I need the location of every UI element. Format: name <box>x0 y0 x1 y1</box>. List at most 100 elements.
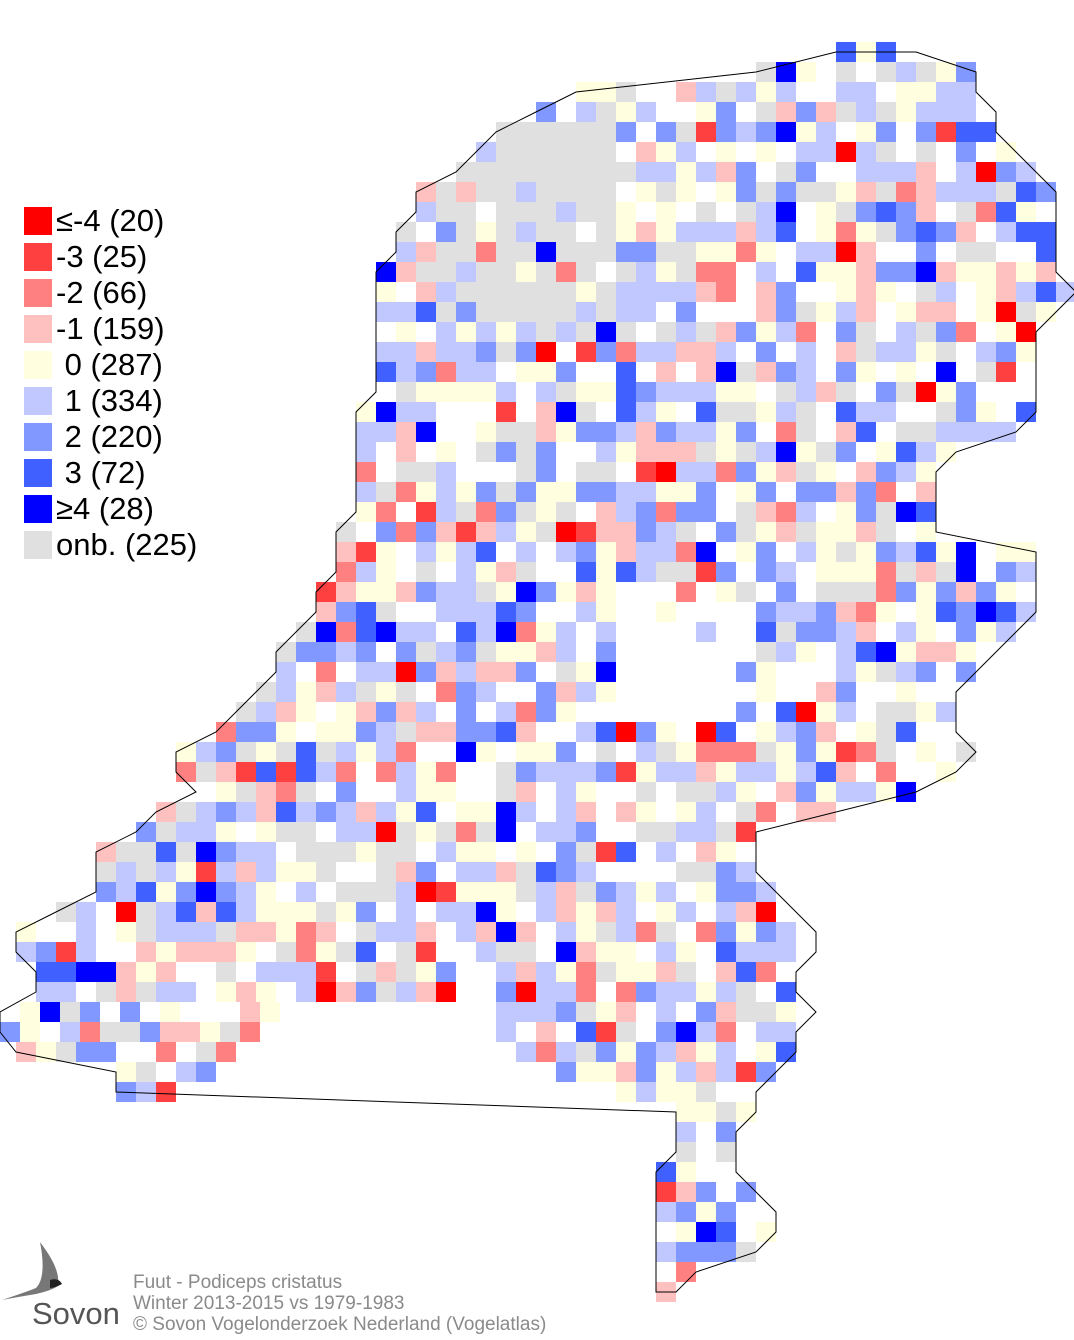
grid-cell <box>336 762 356 782</box>
grid-cell <box>456 582 476 602</box>
grid-cell <box>696 202 716 222</box>
grid-cell <box>516 482 536 502</box>
grid-cell <box>716 902 736 922</box>
grid-cell <box>516 1042 536 1062</box>
grid-cell <box>536 502 556 522</box>
grid-cell <box>576 342 596 362</box>
grid-cell <box>496 502 516 522</box>
grid-cell <box>876 542 896 562</box>
grid-cell <box>376 742 396 762</box>
grid-cell <box>496 542 516 562</box>
grid-cell <box>276 962 296 982</box>
grid-cell <box>996 282 1016 302</box>
grid-cell <box>776 782 796 802</box>
grid-cell <box>1036 182 1056 202</box>
grid-cell <box>916 522 936 542</box>
grid-cell <box>456 642 476 662</box>
grid-cell <box>716 1042 736 1062</box>
grid-cell <box>836 682 856 702</box>
grid-cell <box>556 182 576 202</box>
grid-cell <box>916 482 936 502</box>
grid-cell <box>676 142 696 162</box>
grid-cell <box>356 622 376 642</box>
grid-cell <box>816 722 836 742</box>
grid-cell <box>656 482 676 502</box>
grid-cell <box>776 142 796 162</box>
grid-cell <box>936 282 956 302</box>
grid-cell <box>396 402 416 422</box>
grid-cell <box>656 182 676 202</box>
grid-cell <box>676 602 696 622</box>
grid-cell <box>1016 202 1036 222</box>
grid-cell <box>896 262 916 282</box>
grid-cell <box>196 962 216 982</box>
grid-cell <box>956 242 976 262</box>
grid-cell <box>496 242 516 262</box>
grid-cell <box>736 1202 756 1222</box>
grid-cell <box>676 762 696 782</box>
grid-cell <box>456 222 476 242</box>
grid-cell <box>636 1062 656 1082</box>
grid-cell <box>416 902 436 922</box>
species-name: Fuut - Podiceps cristatus <box>133 1272 343 1293</box>
grid-cell <box>916 102 936 122</box>
grid-cell <box>676 122 696 142</box>
grid-cell <box>456 262 476 282</box>
grid-cell <box>496 662 516 682</box>
grid-cell <box>376 602 396 622</box>
grid-cell <box>556 622 576 642</box>
grid-cell <box>376 862 396 882</box>
grid-cell <box>596 742 616 762</box>
grid-cell <box>656 742 676 762</box>
grid-cell <box>456 542 476 562</box>
grid-cell <box>1016 182 1036 202</box>
grid-cell <box>396 622 416 642</box>
grid-cell <box>756 582 776 602</box>
grid-cell <box>776 962 796 982</box>
grid-cell <box>156 902 176 922</box>
grid-cell <box>576 642 596 662</box>
grid-cell <box>536 902 556 922</box>
grid-cell <box>476 582 496 602</box>
grid-cell <box>896 62 916 82</box>
grid-cell <box>596 262 616 282</box>
grid-cell <box>796 382 816 402</box>
grid-cell <box>476 742 496 762</box>
grid-cell <box>696 282 716 302</box>
grid-cell <box>976 222 996 242</box>
grid-cell <box>476 322 496 342</box>
grid-cell <box>236 922 256 942</box>
grid-cell <box>736 242 756 262</box>
grid-cell <box>536 702 556 722</box>
grid-cell <box>936 202 956 222</box>
grid-cell <box>496 422 516 442</box>
grid-cell <box>816 62 836 82</box>
grid-cell <box>476 302 496 322</box>
grid-cell <box>576 742 596 762</box>
grid-cell <box>416 362 436 382</box>
grid-cell <box>956 562 976 582</box>
grid-cell <box>756 762 776 782</box>
grid-cell <box>436 882 456 902</box>
grid-cell <box>196 802 216 822</box>
grid-cell <box>336 942 356 962</box>
grid-cell <box>396 342 416 362</box>
grid-cell <box>236 762 256 782</box>
grid-cell <box>876 142 896 162</box>
grid-cell <box>576 122 596 142</box>
grid-cell <box>476 842 496 862</box>
grid-cell <box>816 502 836 522</box>
grid-cell <box>536 322 556 342</box>
grid-cell <box>496 282 516 302</box>
grid-cell <box>476 502 496 522</box>
grid-cell <box>896 422 916 442</box>
grid-cell <box>516 922 536 942</box>
grid-cell <box>476 542 496 562</box>
grid-cell <box>756 642 776 662</box>
grid-cell <box>596 862 616 882</box>
grid-cell <box>576 902 596 922</box>
grid-cell <box>176 882 196 902</box>
grid-cell <box>596 342 616 362</box>
grid-cell <box>856 622 876 642</box>
grid-cell <box>476 722 496 742</box>
